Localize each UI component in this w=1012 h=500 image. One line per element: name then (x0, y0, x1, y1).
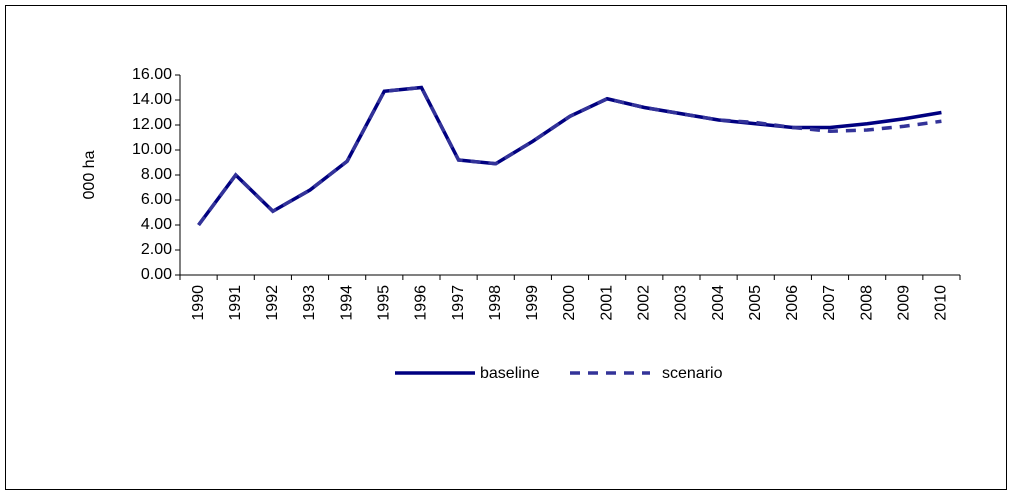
x-tick-label: 2004 (710, 285, 727, 321)
x-tick-label: 1996 (413, 285, 430, 321)
y-tick-label: 12.00 (132, 116, 172, 133)
y-tick-label: 10.00 (132, 141, 172, 158)
x-tick-label: 2003 (673, 285, 690, 321)
y-tick-label: 2.00 (141, 241, 172, 258)
legend-label: scenario (662, 365, 723, 382)
x-tick-label: 2008 (858, 285, 875, 321)
y-tick-label: 8.00 (141, 166, 172, 183)
y-tick-label: 4.00 (141, 216, 172, 233)
x-tick-label: 2007 (821, 285, 838, 321)
x-tick-label: 2010 (933, 285, 950, 321)
y-tick-label: 0.00 (141, 266, 172, 283)
x-tick-label: 1993 (301, 285, 318, 321)
x-tick-label: 1991 (227, 285, 244, 321)
y-axis-label: 000 ha (81, 150, 98, 199)
x-tick-label: 1999 (524, 285, 541, 321)
x-tick-label: 1997 (450, 285, 467, 321)
x-tick-label: 2001 (598, 285, 615, 321)
x-tick-label: 1998 (487, 285, 504, 321)
data-line (197, 85, 942, 227)
x-tick-label: 1992 (264, 285, 281, 321)
x-tick-label: 1994 (338, 285, 355, 321)
y-tick-label: 14.00 (132, 91, 172, 108)
x-tick-label: 2005 (747, 285, 764, 321)
x-tick-label: 2000 (561, 285, 578, 321)
y-tick-label: 6.00 (141, 191, 172, 208)
x-tick-label: 1990 (190, 285, 207, 321)
y-tick-label: 16.00 (132, 66, 172, 83)
x-tick-label: 2009 (896, 285, 913, 321)
chart-frame (5, 5, 1007, 490)
x-tick-label: 2002 (636, 285, 653, 321)
x-tick-label: 2006 (784, 285, 801, 321)
x-tick-label: 1995 (376, 285, 393, 321)
legend-label: baseline (480, 365, 540, 382)
